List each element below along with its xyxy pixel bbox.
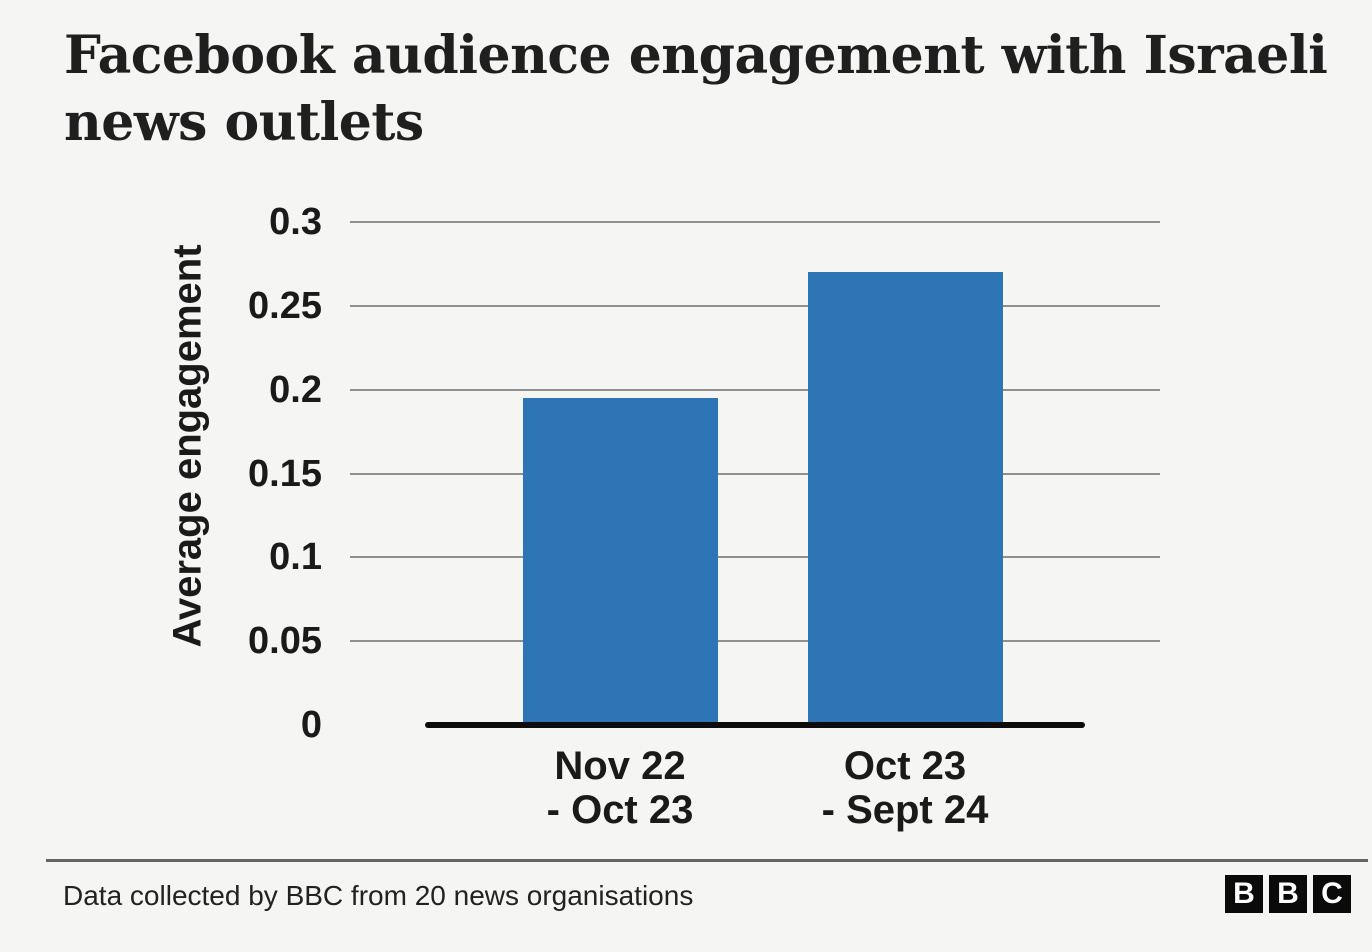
bar-1 [522,398,718,725]
x-tick-label: Nov 22- Oct 23 [470,744,770,832]
gridline [350,556,1160,559]
source-note: Data collected by BBC from 20 news organ… [63,880,694,911]
footer-divider [46,859,1368,862]
x-tick-label: Oct 23- Sept 24 [755,744,1055,832]
x-tick-line: Nov 22 [554,744,686,788]
gridline [350,640,1160,643]
y-tick-label: 0 [300,704,322,746]
chart-title: Facebook audience engagement with Israel… [64,22,1328,156]
y-tick-label: 0.1 [269,536,322,579]
bbc-logo-block-b1: B [1225,875,1263,913]
bbc-logo-block-b2: B [1269,875,1307,913]
chart-title-line-2: news outlets [64,92,424,154]
gridline [350,472,1160,475]
bbc-logo-block-c: C [1313,875,1351,913]
y-tick-label: 0.2 [269,368,322,411]
gridline [350,221,1160,223]
y-tick-label: 0.05 [248,620,322,663]
gridline [350,304,1160,307]
bar-2 [807,272,1003,725]
x-tick-line: - Sept 24 [821,788,989,832]
y-tick-label: 0.3 [269,201,322,243]
y-tick-label: 0.25 [248,284,322,327]
chart-title-line-1: Facebook audience engagement with Israel… [64,25,1328,86]
x-tick-line: Oct 23 [843,744,967,788]
gridline [350,388,1160,391]
x-tick-line: - Oct 23 [546,788,694,832]
bbc-logo: B B C [1225,875,1351,913]
x-axis-line [425,722,1085,728]
y-tick-label: 0.15 [248,452,322,495]
